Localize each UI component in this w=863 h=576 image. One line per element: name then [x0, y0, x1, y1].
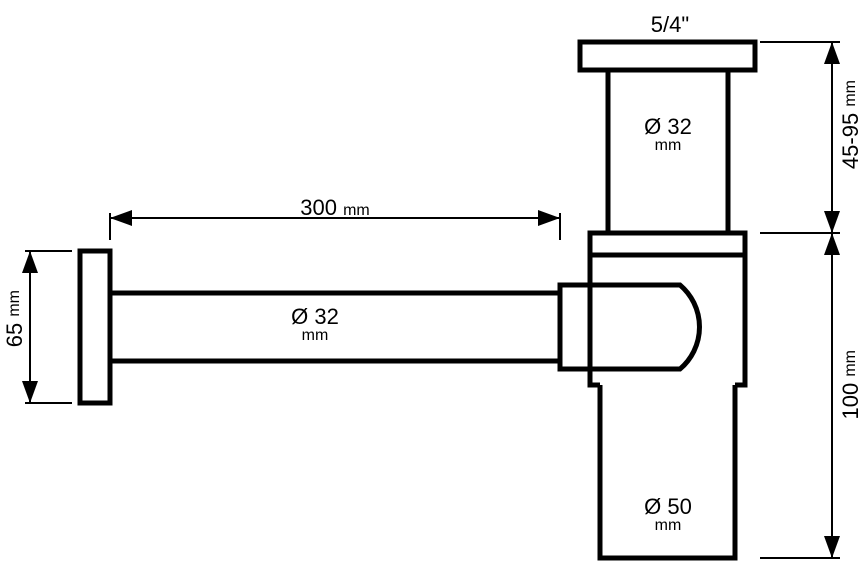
label-flange-height: 65 mm [2, 290, 28, 347]
label-adjustable-height: 45-95 mm [838, 80, 863, 169]
label-body-height: 100 mm [838, 350, 863, 420]
label-dia-horizontal-pipe: Ø 32 mm [280, 305, 350, 345]
label-thread-size: 5/4" [630, 12, 710, 38]
label-dia-bottom-body: Ø 50 mm [633, 495, 703, 535]
label-dia-vertical-pipe: Ø 32 mm [633, 115, 703, 155]
label-horizontal-length: 300 mm [270, 195, 400, 221]
diagram-container: 5/4" Ø 32 mm Ø 32 mm Ø 50 mm 300 mm 65 m… [0, 0, 863, 576]
technical-drawing [0, 0, 863, 576]
